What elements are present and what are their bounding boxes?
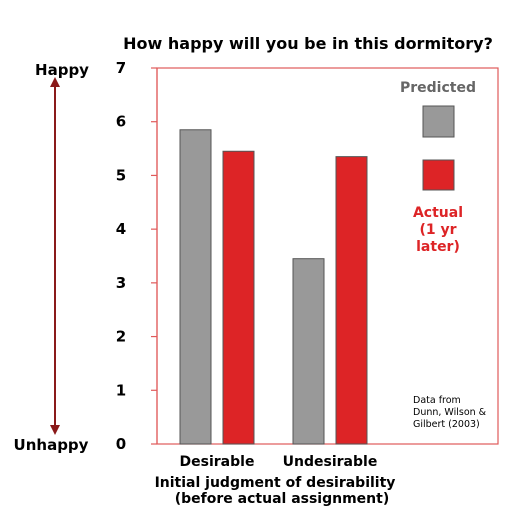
chart-title: How happy will you be in this dormitory? (123, 34, 493, 53)
bar-actual-undesirable (335, 156, 368, 445)
legend-actual-swatch (422, 159, 455, 191)
unhappy-label: Unhappy (14, 436, 89, 454)
legend-actual-label-line-1: Actual (413, 205, 463, 221)
bar-actual-desirable (222, 150, 255, 445)
y-tick-label: 4 (116, 220, 126, 238)
legend-actual-label-line-3: later) (416, 239, 460, 255)
annotation-line-3: Gilbert (2003) (413, 419, 480, 430)
y-tick-label: 6 (116, 113, 126, 131)
x-axis-label-line-2: (before actual assignment) (175, 491, 389, 507)
x-axis-label-line-1: Initial judgment of desirability (155, 475, 396, 491)
annotation-line-1: Data from (413, 395, 461, 406)
y-tick-label: 1 (116, 381, 126, 399)
bar-predicted-undesirable (292, 258, 325, 445)
bar-predicted-desirable (179, 129, 212, 445)
legend-actual-label-line-2: (1 yr (419, 222, 456, 238)
y-tick-label: 0 (116, 435, 126, 453)
legend-predicted-label: Predicted (400, 80, 476, 96)
y-tick-label: 5 (116, 166, 126, 184)
happy-label: Happy (35, 61, 89, 79)
annotation-line-2: Dunn, Wilson & (413, 407, 487, 418)
legend-predicted-swatch (422, 105, 455, 138)
x-tick-label-desirable: Desirable (180, 454, 255, 470)
y-tick-label: 2 (116, 328, 126, 346)
y-tick-label: 7 (116, 59, 126, 77)
x-tick-label-undesirable: Undesirable (283, 454, 378, 470)
y-tick-label: 3 (116, 274, 126, 292)
